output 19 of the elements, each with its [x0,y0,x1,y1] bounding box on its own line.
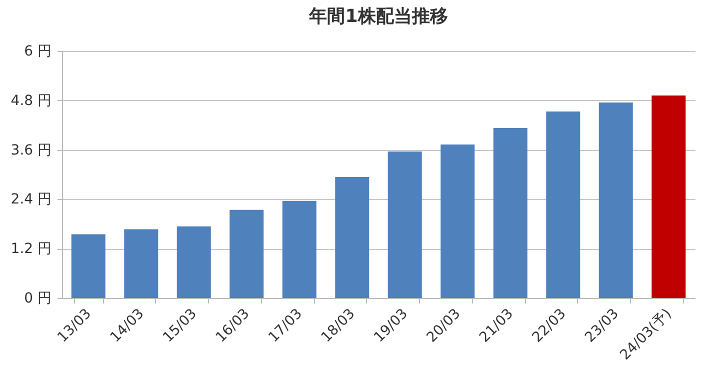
y-tick-label: 6 円 [24,44,52,60]
bar [176,226,211,298]
bar [230,210,264,298]
bar [282,200,316,298]
y-tick-label: 0 円 [24,290,52,306]
bar [335,176,370,298]
y-tick-label: 2.4 円 [10,192,52,208]
bar [440,144,475,298]
chart-title: 年間1株配当推移 [308,6,448,27]
bar [124,229,158,298]
bar [71,234,106,298]
y-tick-label: 1.2 円 [10,241,52,258]
y-tick-label: 3.6 円 [10,142,52,158]
bar [388,151,422,298]
bar [493,128,528,298]
bar [546,112,580,298]
y-tick-label: 4.8 円 [10,92,52,109]
bar [598,102,633,298]
bar [652,95,686,298]
